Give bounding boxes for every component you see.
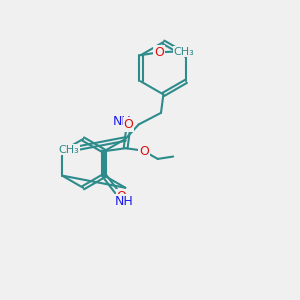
Text: NH: NH xyxy=(113,115,132,128)
Text: NH: NH xyxy=(115,195,133,208)
Text: O: O xyxy=(116,190,126,202)
Text: O: O xyxy=(124,118,134,131)
Text: O: O xyxy=(154,46,164,59)
Text: CH₃: CH₃ xyxy=(58,145,79,155)
Text: CH₃: CH₃ xyxy=(173,46,194,57)
Text: O: O xyxy=(139,145,149,158)
